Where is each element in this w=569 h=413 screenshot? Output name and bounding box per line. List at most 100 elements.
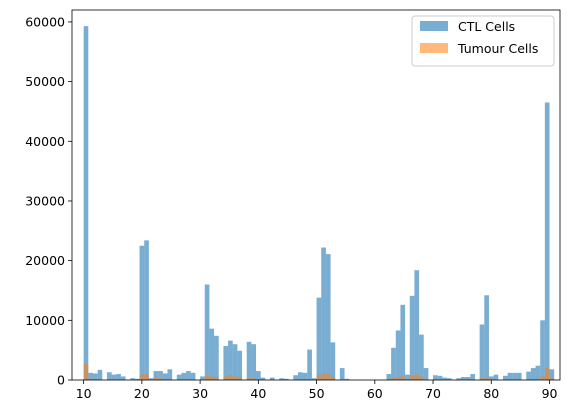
ctl-bar-74	[535, 365, 541, 380]
x-tick-label-20: 20	[134, 386, 150, 401]
ctl-bar-49	[395, 330, 401, 380]
tumour-bar-28	[540, 376, 545, 380]
ctl-bar-69	[507, 372, 513, 380]
ctl-bar-12	[148, 378, 154, 380]
tumour-bar-0	[83, 363, 89, 380]
ctl-bar-56	[433, 375, 438, 380]
ctl-bar-30	[251, 344, 257, 380]
tumour-bar-19	[330, 377, 336, 380]
ctl-bar-76	[544, 102, 550, 380]
tumour-bar-16	[316, 375, 322, 380]
y-tick-label-0: 0	[57, 373, 65, 388]
y-tick-label-50000: 50000	[25, 74, 65, 89]
tumour-bar-15	[251, 378, 257, 380]
ctl-bar-22	[204, 284, 210, 380]
ctl-bar-9	[134, 378, 140, 380]
ctl-bar-19	[186, 371, 191, 380]
tumour-bar-30	[549, 378, 555, 380]
ctl-bar-18	[181, 372, 187, 380]
x-tick-label-60: 60	[367, 386, 383, 401]
ctl-bar-1	[88, 372, 93, 380]
ctl-bar-63	[470, 374, 475, 380]
tumour-bar-14	[246, 378, 252, 380]
ctl-bar-61	[461, 377, 466, 380]
ctl-bar-65	[484, 295, 489, 380]
ctl-bar-52	[409, 295, 415, 380]
ctl-bar-4	[106, 372, 112, 380]
ctl-bar-20	[190, 372, 196, 380]
ctl-bar-57	[437, 375, 443, 380]
ctl-bar-14	[158, 371, 163, 380]
tumour-bar-4	[144, 374, 149, 380]
ctl-bar-11	[144, 240, 149, 380]
y-tick-label-30000: 30000	[25, 193, 65, 208]
ctl-bar-37	[297, 372, 303, 380]
y-tick-label-10000: 10000	[25, 313, 65, 328]
legend-swatch-tumour-cells	[420, 43, 448, 53]
x-tick-label-40: 40	[250, 386, 266, 401]
ctl-bar-77	[549, 369, 555, 380]
y-tick-label-60000: 60000	[25, 14, 65, 29]
ctl-bar-27	[232, 344, 238, 380]
ctl-bar-47	[386, 374, 392, 380]
tumour-bar-5	[153, 377, 159, 380]
ctl-bar-62	[465, 377, 471, 380]
tumour-bar-8	[209, 376, 215, 380]
tumour-bar-11	[228, 375, 233, 380]
ctl-bar-68	[502, 375, 508, 380]
ctl-bar-2	[92, 373, 98, 380]
x-axis-ticks: 10 20 30 40 50 60 70 80 90	[76, 380, 558, 401]
tumour-bar-13	[237, 377, 243, 380]
ctl-bar-38	[302, 372, 308, 380]
tumour-bar-17	[321, 373, 326, 380]
ctl-bar-73	[530, 368, 536, 380]
ctl-bar-36	[293, 375, 298, 380]
x-tick-label-70: 70	[425, 386, 441, 401]
ctl-bar-64	[479, 324, 485, 380]
tumour-bar-10	[223, 376, 229, 380]
ctl-bar-10	[139, 245, 145, 380]
ctl-cells-bars	[83, 26, 555, 380]
ctl-bar-71	[516, 372, 522, 380]
ctl-bar-8	[130, 378, 135, 380]
ctl-bar-32	[260, 377, 266, 380]
tumour-bar-12	[232, 376, 238, 380]
tumour-bar-21	[395, 377, 401, 380]
ctl-bar-54	[419, 334, 424, 380]
ctl-bar-0	[83, 26, 89, 380]
plot-area	[83, 26, 555, 380]
ctl-bar-7	[120, 376, 126, 380]
x-tick-label-30: 30	[192, 386, 208, 401]
tumour-bar-7	[204, 375, 210, 380]
tumour-bar-18	[325, 374, 331, 380]
ctl-bar-58	[442, 377, 448, 380]
ctl-bar-23	[209, 328, 215, 380]
ctl-bar-60	[456, 378, 462, 380]
ctl-bar-31	[256, 371, 261, 380]
tumour-bar-1	[88, 378, 93, 380]
ctl-bar-70	[512, 372, 517, 380]
ctl-bar-43	[325, 254, 331, 380]
tumour-bar-20	[391, 377, 396, 380]
tumour-bar-27	[484, 377, 489, 380]
axes-frame	[71, 9, 561, 381]
ctl-bar-35	[283, 378, 289, 380]
x-tick-label-50: 50	[309, 386, 325, 401]
tumour-bar-24	[414, 374, 420, 380]
ctl-bar-33	[269, 377, 275, 380]
ctl-bar-44	[330, 342, 336, 380]
ctl-bar-21	[200, 376, 205, 380]
legend-label-ctl-cells: CTL Cells	[458, 19, 515, 34]
ctl-bar-46	[344, 378, 350, 380]
ctl-bar-40	[311, 378, 317, 380]
ctl-bar-72	[526, 371, 531, 380]
tumour-bar-9	[214, 377, 219, 380]
legend-swatch-ctl-cells	[420, 21, 448, 31]
legend-label-tumour-cells: Tumour Cells	[457, 41, 538, 56]
tumour-bar-22	[400, 376, 406, 380]
tumour-bar-3	[139, 374, 145, 380]
x-tick-label-80: 80	[483, 386, 499, 401]
tumour-bar-6	[158, 378, 163, 380]
